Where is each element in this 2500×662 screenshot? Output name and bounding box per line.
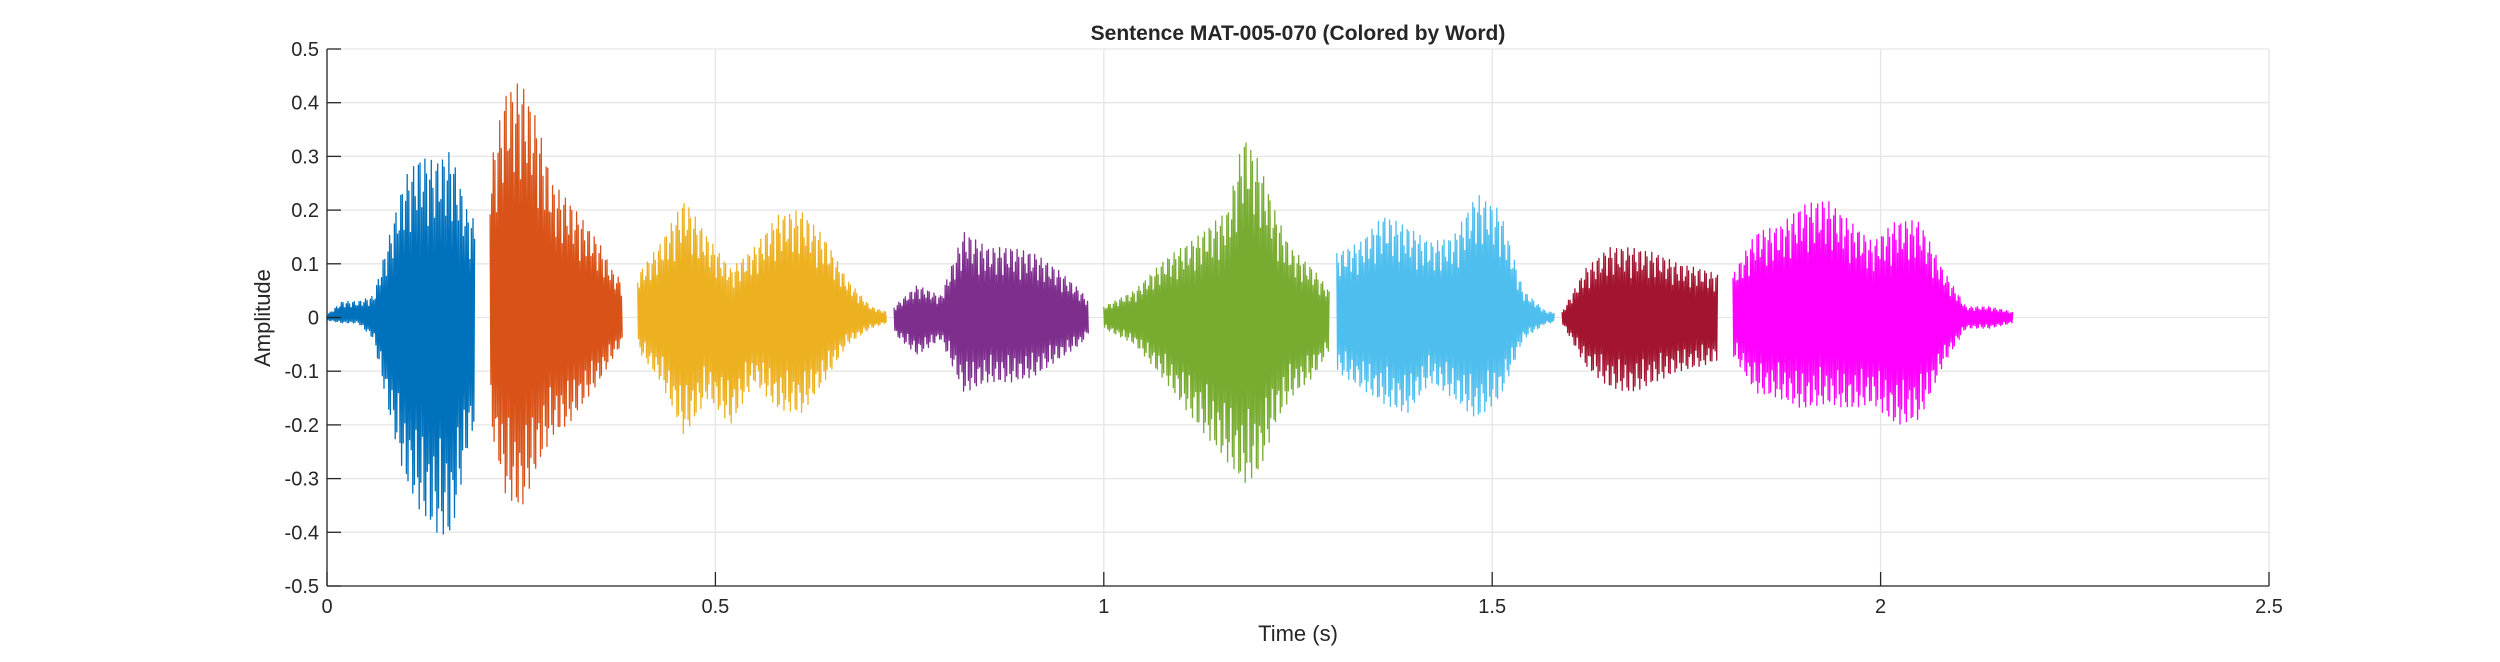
x-tick-label: 1.5 [1478,596,1506,618]
y-tick-label: -0.3 [285,469,319,491]
x-tick-label: 2 [1875,596,1886,618]
x-tick-label: 0 [321,596,332,618]
y-axis-label: Amplitude [250,269,275,367]
x-tick-label: 2.5 [2255,596,2283,618]
x-axis-label: Time (s) [1258,621,1338,646]
waveform-series-4 [893,232,1089,392]
waveform-series-6 [1336,195,1555,417]
y-tick-label: 0 [308,308,319,330]
y-tick-label: -0.1 [285,361,319,383]
waveform-series-1 [326,152,476,535]
waveform-series-8 [1732,201,2014,425]
waveform-series-2 [489,83,623,505]
waveform-series-7 [1561,247,1719,392]
x-tick-label: 1 [1098,596,1109,618]
y-tick-label: 0.2 [291,200,319,222]
waveform-series-3 [637,203,887,434]
waveform-series-5 [1103,142,1330,484]
y-tick-label: 0.4 [291,93,319,115]
y-tick-label: -0.4 [285,522,319,544]
y-tick-label: 0.1 [291,254,319,276]
y-tick-label: -0.5 [285,576,319,598]
y-tick-label: -0.2 [285,415,319,437]
series-layer [326,83,2014,535]
x-tick-label: 0.5 [701,596,729,618]
y-tick-label: 0.5 [291,39,319,61]
y-tick-label: 0.3 [291,146,319,168]
chart-title: Sentence MAT-005-070 (Colored by Word) [1091,22,1506,45]
axes: 0 0.5 1 1.5 2 2.5 -0.5 -0.4 -0.3 -0.2 -0.1 0 0.1 0.2 0… [285,39,2283,618]
